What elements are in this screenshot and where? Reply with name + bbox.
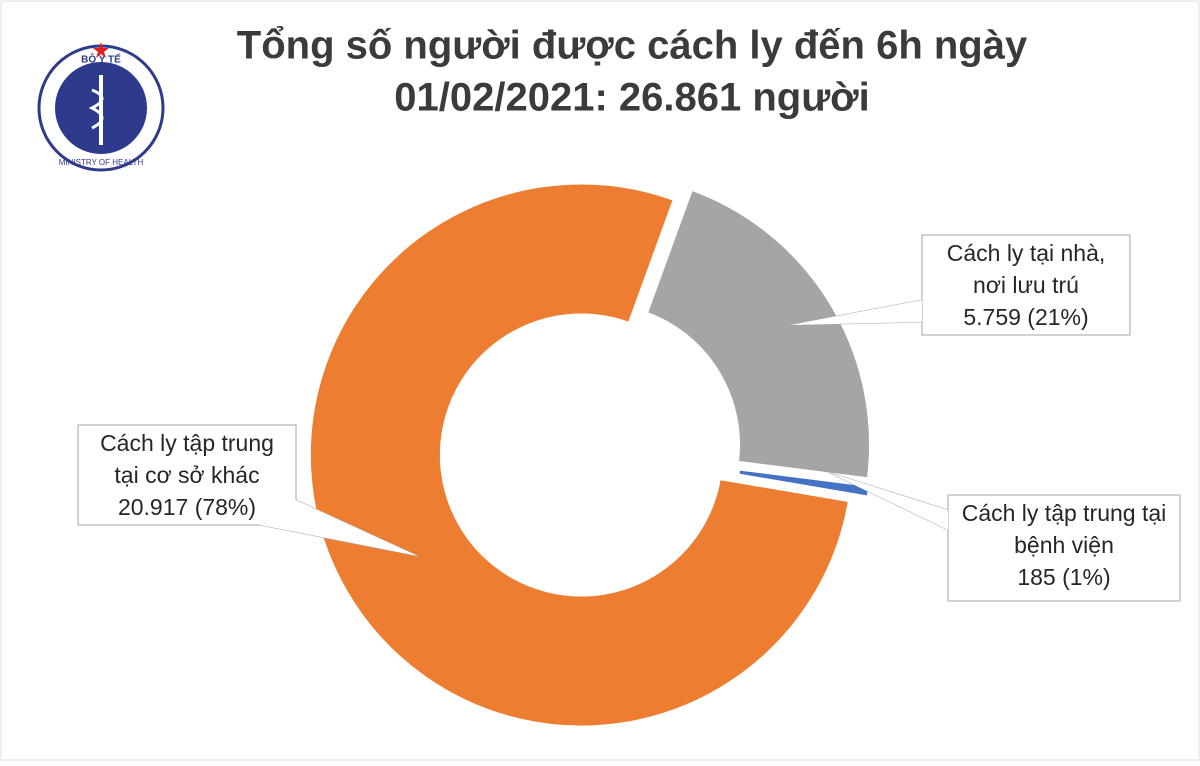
- value-label: 5.759 (21%): [963, 304, 1088, 330]
- callout-pointer-join: [260, 500, 418, 556]
- value-label: 185 (1%): [1017, 564, 1110, 590]
- chart-title: 01/02/2021: 26.861 người: [394, 76, 869, 120]
- donut-slice: [307, 181, 852, 729]
- donut-slice: [644, 187, 872, 481]
- slice-label: Cách ly tập trung: [100, 430, 274, 456]
- callout-pointer-join: [828, 472, 948, 530]
- logo-star: [93, 42, 109, 58]
- callout-pointer-join: [790, 300, 922, 325]
- chart-title: Tổng số người được cách ly đến 6h ngày: [237, 24, 1028, 68]
- logo-top: BỘ Y TẾ: [81, 53, 121, 66]
- slice-label: Cách ly tập trung tại: [962, 500, 1167, 526]
- callout-box: [77, 424, 297, 526]
- logo-bottom: MINISTRY OF HEALTH: [59, 158, 144, 167]
- logo-snake: [88, 88, 104, 130]
- callout-box: [947, 494, 1181, 602]
- value-label: 20.917 (78%): [118, 494, 256, 520]
- slice-label: bệnh viện: [1014, 532, 1114, 558]
- slice-label: nơi lưu trú: [973, 272, 1079, 298]
- slice-label: tại cơ sở khác: [114, 462, 259, 488]
- callout-box: [921, 234, 1131, 336]
- slice-label: Cách ly tại nhà,: [947, 240, 1106, 266]
- logo: BỘ Y TẾ MINISTRY OF HEALTH: [37, 42, 165, 172]
